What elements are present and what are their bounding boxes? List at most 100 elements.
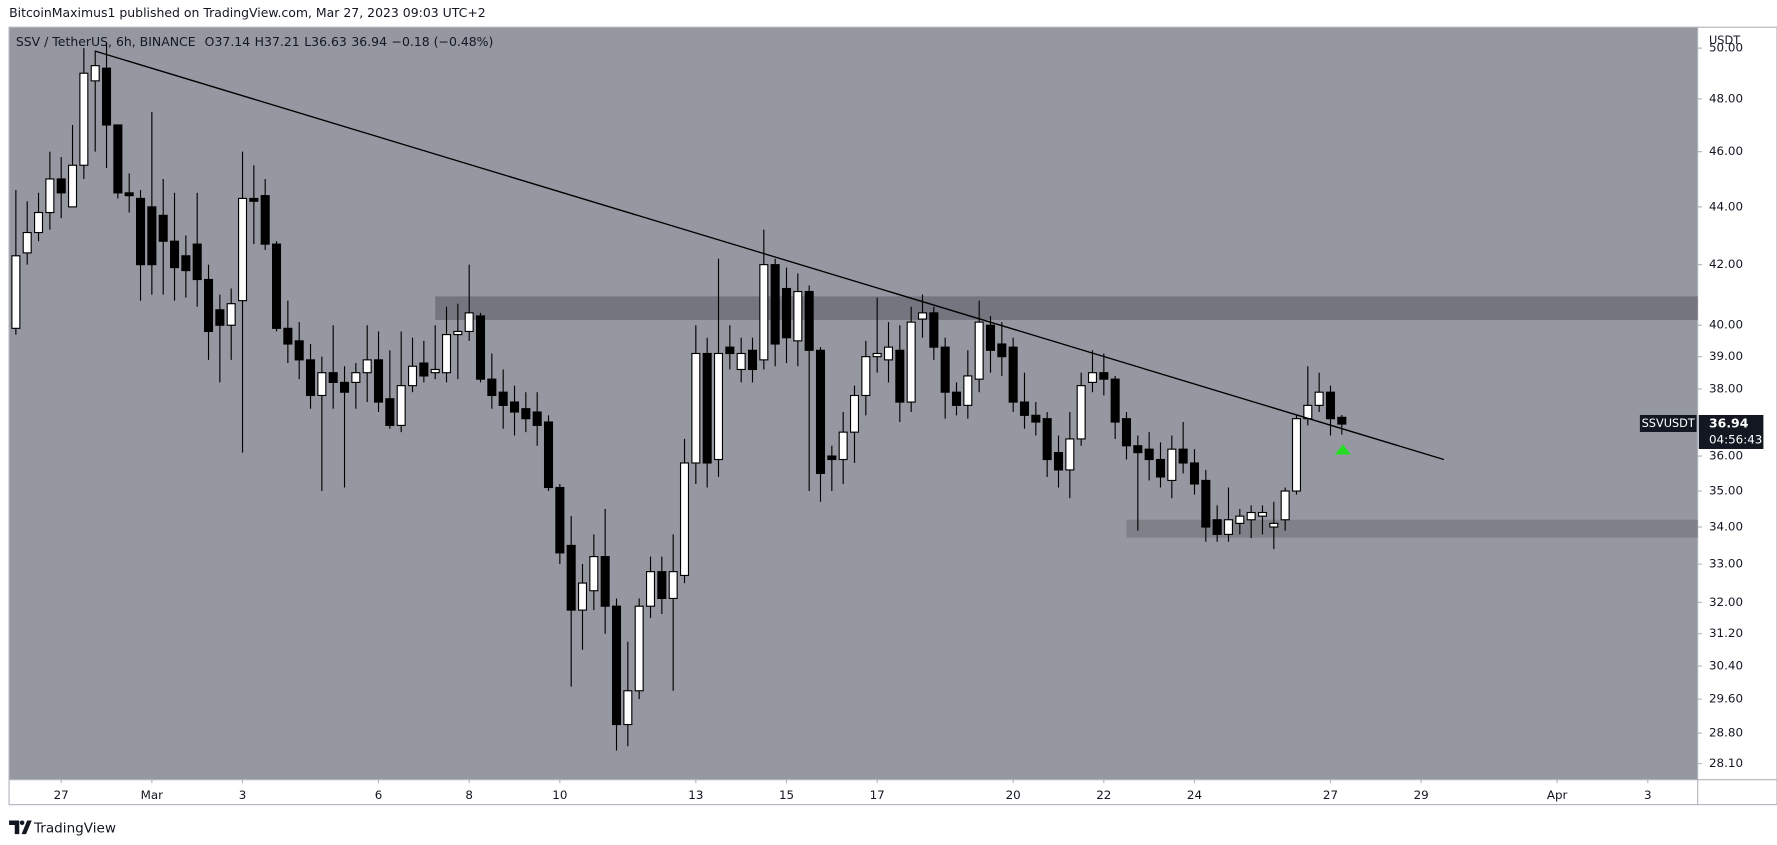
symbol-text: SSV / TetherUS, 6h, BINANCE O37.14 H37.21 L… (16, 33, 494, 48)
candle-body (294, 340, 304, 361)
y-tick-label: 44.00 (1709, 199, 1743, 213)
x-tick-label: 22 (1096, 788, 1111, 802)
candle-body (1053, 452, 1064, 471)
quote-value: O37.14 (205, 33, 251, 48)
candle-body (1019, 401, 1030, 416)
y-tick-label: 50.00 (1709, 41, 1743, 55)
candle-body (249, 197, 259, 202)
quote-value: L36.63 (304, 33, 347, 48)
candle-body (883, 346, 894, 361)
y-tick-label: 38.00 (1709, 381, 1743, 395)
candle-body (1314, 391, 1324, 406)
candle-body (1291, 418, 1302, 492)
candle-body (872, 352, 882, 358)
up-arrow-marker (1335, 444, 1351, 455)
candle-body (237, 197, 248, 302)
candle-body (419, 362, 429, 377)
candle-body (1121, 418, 1132, 447)
candle-body (645, 571, 656, 607)
candle-body (815, 349, 826, 474)
candle-body (509, 401, 520, 413)
candle-body (974, 321, 984, 380)
candle-body (1223, 519, 1234, 535)
candle-body (339, 381, 350, 393)
candle-body (113, 124, 123, 194)
candle-body (441, 334, 452, 374)
candle-body (328, 372, 338, 383)
candle-body (555, 486, 565, 554)
candle-body (407, 365, 418, 387)
x-tick-label: 17 (870, 788, 885, 802)
candle-body (747, 349, 758, 371)
countdown-text: 04:56:43 (1709, 432, 1762, 446)
candle-body (226, 303, 236, 326)
y-tick-label: 30.40 (1709, 659, 1743, 673)
candle-body (1133, 445, 1143, 454)
price-zone (1126, 519, 1698, 538)
x-tick-label: 3 (1644, 788, 1652, 802)
candle-body (487, 378, 497, 397)
symbol-tag (1639, 414, 1697, 432)
candle-body (362, 359, 372, 374)
candle-body (1212, 519, 1222, 535)
candle-body (963, 375, 973, 406)
candle-body (657, 571, 667, 600)
candle-body (691, 352, 701, 464)
candle-body (793, 290, 803, 342)
y-tick-label: 36.00 (1709, 449, 1743, 463)
candle-body (385, 398, 395, 426)
candle-body (1076, 385, 1086, 440)
candle-body (373, 359, 384, 403)
candle-body (1235, 515, 1245, 524)
candle-body (158, 214, 168, 242)
symbol-legend: SSV / TetherUS, 6h, BINANCE O37.14 H37.21 L… (16, 33, 494, 48)
candle-body (611, 605, 622, 726)
y-tick-label: 32.00 (1709, 595, 1743, 609)
candle-body (56, 178, 66, 194)
candle-body (1337, 416, 1347, 425)
candle-body (1144, 448, 1154, 461)
x-tick-label: 15 (779, 788, 794, 802)
x-tick-label: 13 (688, 788, 703, 802)
x-tick-label: 20 (1006, 788, 1021, 802)
candle-body (577, 582, 588, 611)
candle-body (1167, 448, 1177, 482)
y-tick-label: 28.10 (1709, 756, 1743, 770)
candle-body (351, 372, 361, 383)
x-tick-label: 24 (1187, 788, 1202, 802)
candle-body (917, 312, 928, 320)
candle-body (929, 312, 939, 348)
candle-body (430, 368, 440, 374)
y-tick-label: 31.20 (1709, 626, 1743, 640)
candle-body (521, 408, 531, 420)
candle-body (11, 255, 21, 329)
candle-body (589, 556, 599, 592)
candle-body (45, 178, 55, 214)
candle-body (1031, 414, 1041, 423)
last-price-box (1698, 414, 1764, 449)
logo-mark (9, 820, 32, 835)
candle-body (271, 243, 282, 329)
candle-body (781, 287, 792, 339)
symbol-title: SSV / TetherUS, 6h, BINANCE (16, 33, 196, 48)
y-tick-label: 42.00 (1709, 257, 1743, 271)
candle-body (861, 356, 871, 397)
candle-body (1246, 511, 1256, 521)
candle-body (124, 192, 134, 197)
candle-body (1257, 511, 1268, 517)
candle-body (725, 346, 735, 355)
x-tick-label: Apr (1547, 788, 1568, 802)
candle-body (1110, 378, 1120, 423)
candle-body (498, 391, 508, 406)
x-tick-label: 10 (552, 788, 567, 802)
candle-body (543, 421, 554, 489)
y-tick-label: 33.00 (1709, 557, 1743, 571)
candle-body (215, 309, 225, 326)
candle-body (22, 231, 32, 254)
candle-body (804, 290, 814, 351)
trendline (94, 50, 1445, 461)
y-tick-label: 29.60 (1709, 692, 1743, 706)
candle-body (181, 255, 191, 272)
